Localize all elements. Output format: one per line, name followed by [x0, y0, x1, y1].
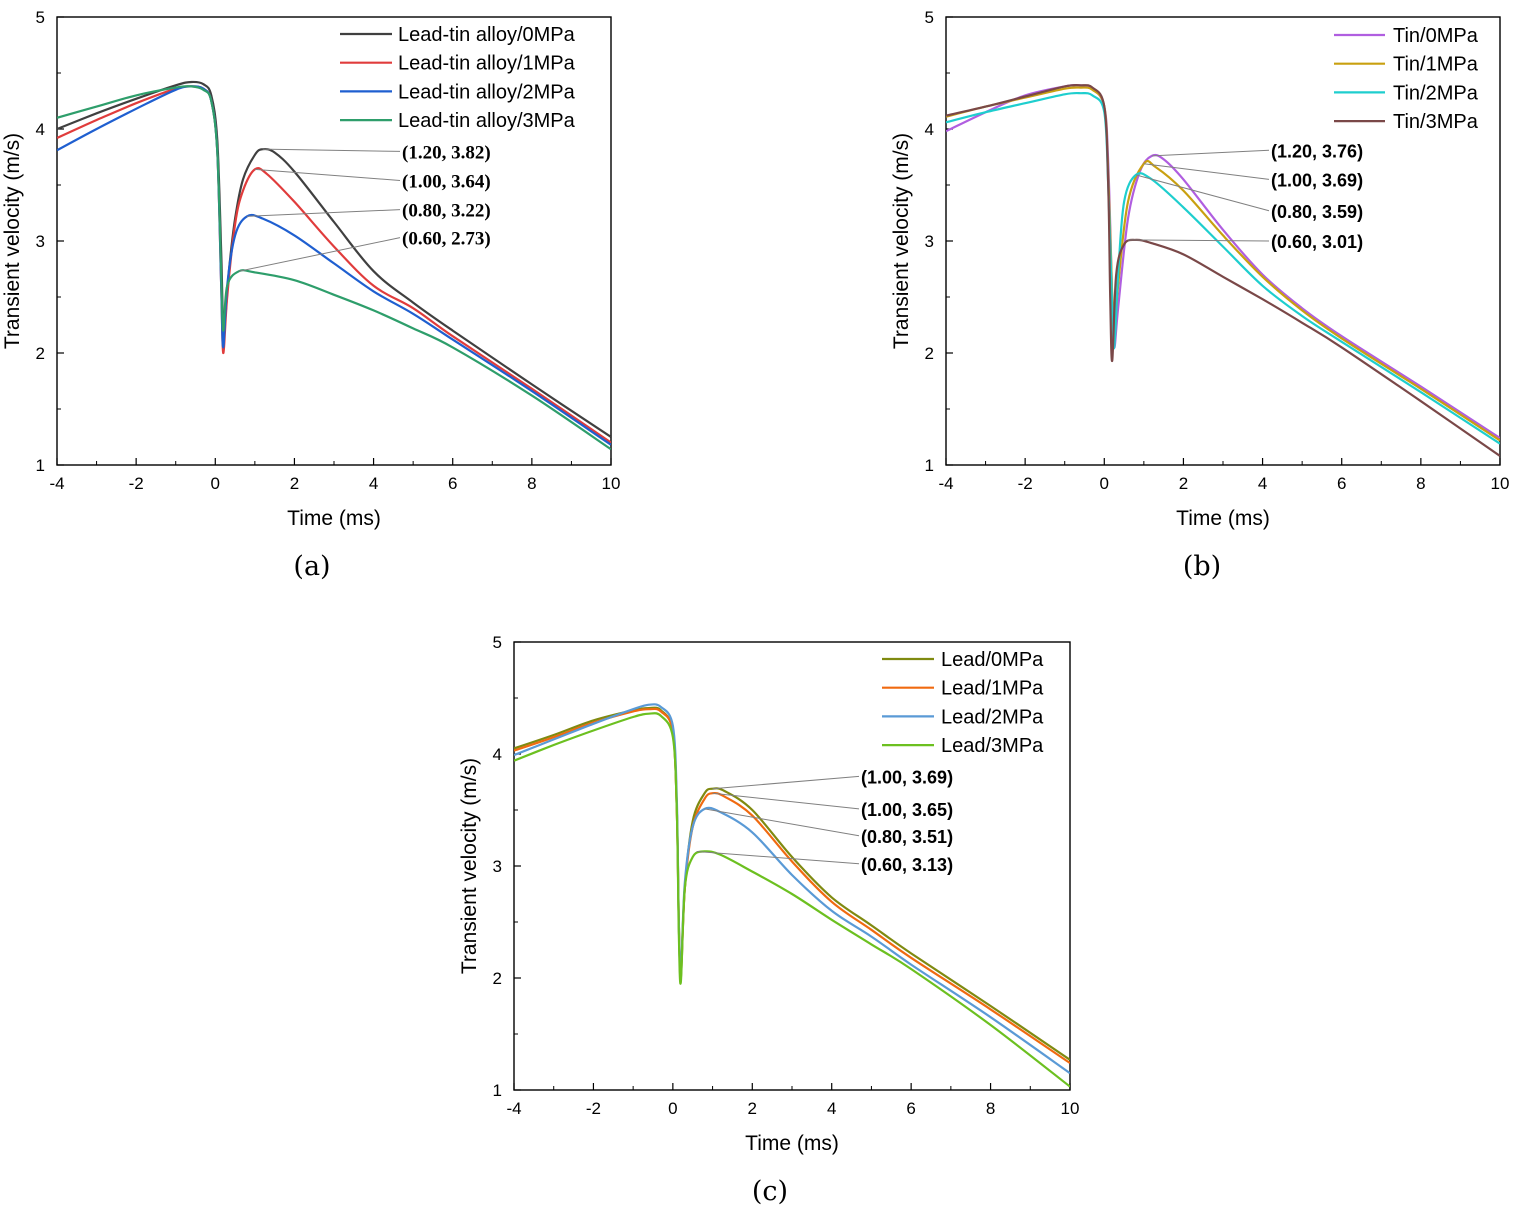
series-line-3 [946, 91, 1500, 445]
annotation-label: (1.00, 3.65) [861, 800, 953, 820]
x-tick-label: -2 [586, 1099, 601, 1118]
x-tick-label: 4 [369, 474, 378, 493]
x-tick-label: 0 [211, 474, 220, 493]
y-axis-title: Transient velocity (m/s) [458, 758, 481, 974]
legend-label: Lead/3MPa [941, 735, 1044, 757]
legend-label: Lead/0MPa [941, 649, 1044, 671]
y-tick-label: 1 [493, 1081, 502, 1100]
x-tick-label: 8 [1416, 474, 1425, 493]
panel-label: (a) [293, 551, 330, 582]
annotation-leader [262, 148, 401, 152]
legend-label: Lead-tin alloy/1MPa [398, 53, 576, 75]
annotation-leader [696, 850, 860, 865]
legend-label: Tin/2MPa [1393, 82, 1479, 104]
y-tick-label: 5 [36, 8, 45, 27]
legend-label: Lead-tin alloy/2MPa [398, 81, 576, 103]
x-tick-label: 6 [448, 474, 457, 493]
series-line-3 [57, 85, 611, 446]
x-tick-label: 2 [1179, 474, 1188, 493]
annotation-label: (1.00, 3.64) [402, 172, 491, 193]
annotation-leader [1128, 239, 1270, 242]
x-tick-label: 8 [527, 474, 536, 493]
annotation-label: (0.60, 2.73) [402, 229, 491, 250]
panel-label: (b) [1183, 551, 1221, 582]
x-tick-label: 10 [1061, 1099, 1080, 1118]
annotation-leader [704, 808, 860, 837]
x-tick-label: 10 [1491, 474, 1510, 493]
annotation-label: (1.20, 3.76) [1271, 141, 1363, 161]
y-tick-label: 4 [925, 120, 934, 139]
series-line-2 [946, 86, 1500, 442]
x-tick-label: 6 [1337, 474, 1346, 493]
series-line-1 [57, 80, 611, 438]
x-tick-label: 8 [986, 1099, 995, 1118]
y-tick-label: 2 [36, 344, 45, 363]
x-tick-label: 6 [906, 1099, 915, 1118]
x-axis-title: Time (ms) [287, 507, 381, 530]
annotation-label: (0.60, 3.13) [861, 855, 953, 875]
legend-label: Tin/1MPa [1393, 54, 1479, 76]
legend-label: Lead-tin alloy/3MPa [398, 110, 576, 132]
series-line-2 [514, 707, 1070, 1065]
x-axis-title: Time (ms) [1176, 507, 1270, 530]
x-tick-label: -4 [938, 474, 953, 493]
x-tick-label: 4 [1258, 474, 1267, 493]
x-axis-title: Time (ms) [745, 1132, 839, 1155]
annotation-leader [712, 775, 860, 790]
x-tick-label: -4 [49, 474, 64, 493]
y-tick-label: 2 [925, 344, 934, 363]
y-tick-label: 4 [36, 120, 45, 139]
x-tick-label: 0 [668, 1099, 677, 1118]
legend-label: Tin/3MPa [1393, 111, 1479, 133]
y-tick-label: 5 [493, 633, 502, 652]
annotation-label: (0.80, 3.51) [861, 827, 953, 847]
annotation-label: (0.80, 3.22) [402, 201, 491, 222]
annotation-label: (1.00, 3.69) [1271, 170, 1363, 190]
y-tick-label: 1 [36, 456, 45, 475]
y-tick-label: 3 [36, 232, 45, 251]
x-tick-label: 2 [748, 1099, 757, 1118]
x-tick-label: -4 [506, 1099, 521, 1118]
series-line-4 [514, 712, 1070, 1088]
annotation-leader [238, 237, 401, 272]
annotation-leader [254, 168, 401, 182]
annotation-leader [1143, 163, 1270, 180]
legend-label: Lead/2MPa [941, 706, 1044, 728]
y-tick-label: 1 [925, 456, 934, 475]
y-tick-label: 2 [493, 969, 502, 988]
panel-label: (c) [752, 1176, 788, 1207]
annotation-label: (0.60, 3.01) [1271, 232, 1363, 252]
y-axis-title: Transient velocity (m/s) [890, 133, 913, 349]
series-line-4 [946, 83, 1500, 457]
x-tick-label: 4 [827, 1099, 836, 1118]
y-tick-label: 5 [925, 8, 934, 27]
y-tick-label: 3 [493, 857, 502, 876]
annotation-leader [712, 792, 860, 810]
y-tick-label: 3 [925, 232, 934, 251]
annotation-label: (0.80, 3.59) [1271, 202, 1363, 222]
annotation-leader [1135, 174, 1270, 212]
x-tick-label: -2 [1018, 474, 1033, 493]
x-tick-label: 10 [602, 474, 621, 493]
series-line-3 [514, 703, 1070, 1075]
y-axis-title: Transient velocity (m/s) [1, 133, 24, 349]
legend-label: Lead/1MPa [941, 678, 1044, 700]
annotation-leader [1151, 149, 1270, 157]
x-tick-label: -2 [129, 474, 144, 493]
y-tick-label: 4 [493, 745, 502, 764]
annotation-label: (1.20, 3.82) [402, 142, 491, 163]
x-tick-label: 0 [1100, 474, 1109, 493]
annotation-leader [246, 209, 401, 217]
legend-label: Lead-tin alloy/0MPa [398, 24, 576, 46]
annotation-label: (1.00, 3.69) [861, 767, 953, 787]
legend-label: Tin/0MPa [1393, 25, 1479, 47]
series-line-4 [57, 85, 611, 451]
x-tick-label: 2 [290, 474, 299, 493]
